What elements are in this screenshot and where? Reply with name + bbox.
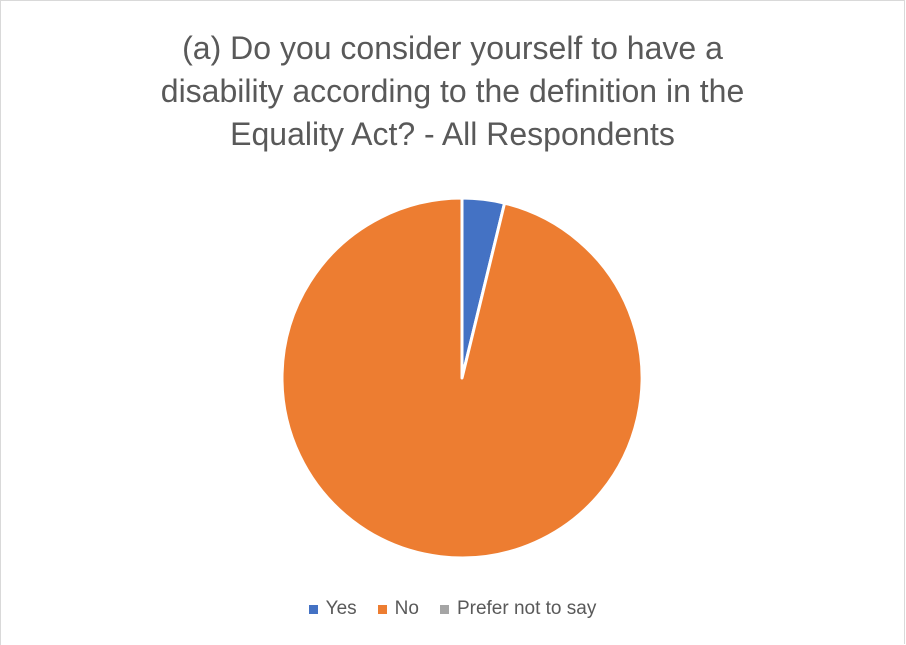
legend-swatch-yes xyxy=(308,604,318,614)
chart-title-line-2: disability according to the definition i… xyxy=(160,73,745,109)
legend-swatch-prefer-not-to-say xyxy=(439,604,449,614)
chart-title-line-1: (a) Do you consider yourself to have a xyxy=(182,30,723,66)
legend-item-yes: Yes xyxy=(308,598,357,620)
chart-title-line-3: Equality Act? - All Respondents xyxy=(230,116,675,152)
legend-swatch-no xyxy=(377,604,387,614)
legend: Yes No Prefer not to say xyxy=(0,598,905,620)
legend-label-yes: Yes xyxy=(325,598,357,619)
legend-item-prefer-not-to-say: Prefer not to say xyxy=(439,598,597,620)
legend-label-prefer-not-to-say: Prefer not to say xyxy=(456,598,597,619)
legend-label-no: No xyxy=(394,598,419,619)
pie-slice-no xyxy=(280,196,644,560)
legend-item-no: No xyxy=(377,598,419,620)
chart-title: (a) Do you consider yourself to have a d… xyxy=(0,27,905,156)
